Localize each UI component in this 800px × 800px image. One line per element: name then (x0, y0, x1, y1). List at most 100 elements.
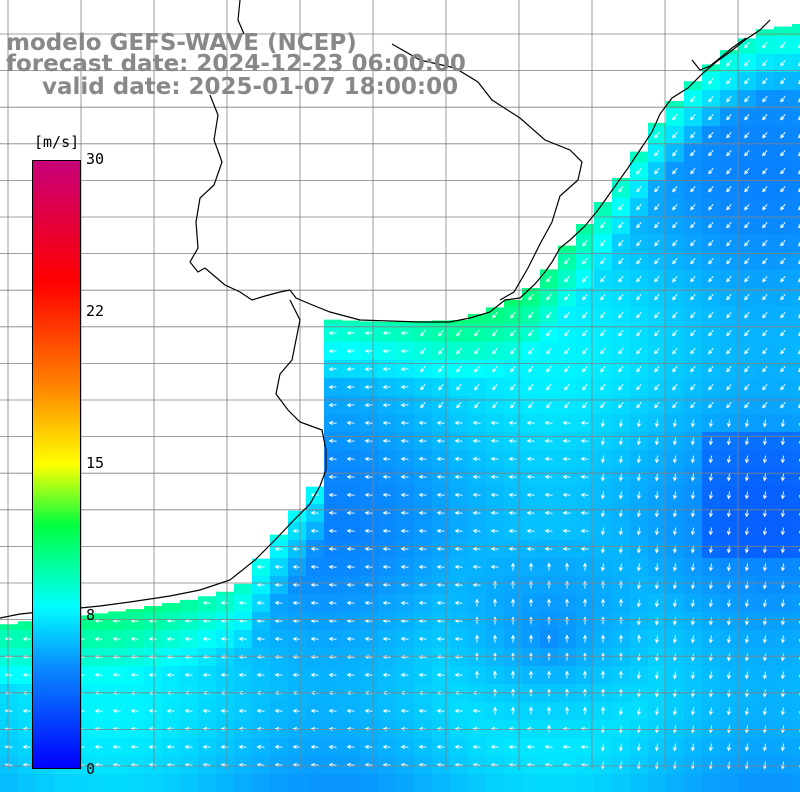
wind-arrow (672, 653, 677, 662)
wind-arrow (474, 652, 480, 661)
wind-arrow (654, 168, 660, 175)
wind-arrow (438, 402, 444, 409)
wind-arrow (418, 546, 427, 552)
wind-arrow (780, 707, 785, 716)
wind-arrow (726, 132, 732, 139)
wind-arrow (346, 528, 355, 534)
wind-arrow (690, 294, 696, 301)
wind-arrow (600, 455, 605, 464)
wind-arrow (636, 455, 641, 464)
wind-arrow (636, 168, 642, 175)
wind-arrow (418, 654, 427, 660)
wind-cell (648, 122, 666, 126)
wind-arrow (364, 564, 373, 570)
wind-arrow (780, 455, 785, 464)
wind-arrow (744, 204, 750, 211)
wind-arrow (690, 186, 696, 193)
wind-arrow (618, 240, 624, 247)
wind-arrow (130, 708, 139, 714)
wind-arrow (780, 330, 786, 337)
wind-arrow (328, 384, 337, 390)
wind-arrow (328, 366, 337, 372)
wind-cell (792, 24, 800, 36)
wind-arrow (328, 474, 337, 480)
wind-arrow (654, 437, 659, 446)
wind-arrow (382, 348, 391, 354)
wind-arrow (618, 473, 623, 482)
wind-arrow (600, 670, 606, 679)
wind-arrow (744, 78, 750, 85)
wind-arrow (780, 527, 785, 536)
wind-arrow (184, 744, 193, 750)
wind-arrow (726, 491, 731, 500)
wind-cell (594, 774, 612, 792)
wind-arrow (292, 600, 301, 606)
wind-arrow (744, 419, 749, 428)
wind-arrow (600, 330, 606, 337)
wind-arrow (780, 437, 785, 446)
wind-arrow (672, 204, 678, 211)
wind-arrow (400, 708, 409, 714)
wind-arrow (166, 654, 175, 660)
wind-cell (792, 486, 800, 504)
wind-arrow (726, 78, 732, 85)
wind-arrow (454, 654, 463, 660)
wind-arrow (544, 546, 553, 552)
wind-arrow (562, 510, 571, 516)
wind-arrow (472, 582, 481, 588)
wind-arrow (274, 636, 283, 642)
wind-arrow (400, 744, 409, 750)
wind-arrow (328, 654, 337, 660)
wind-arrow (618, 294, 624, 301)
wind-cell (792, 702, 800, 720)
wind-arrow (492, 402, 498, 409)
wind-arrow (238, 600, 247, 606)
wind-arrow (762, 276, 768, 283)
wind-arrow (454, 582, 463, 588)
wind-arrow (618, 634, 624, 643)
wind-arrow (418, 474, 427, 480)
wind-arrow (600, 437, 605, 446)
wind-arrow (744, 42, 750, 49)
wind-arrow (382, 366, 391, 372)
valid-date: valid date: 2025-01-07 18:00:00 (42, 74, 459, 100)
wind-cell (738, 774, 756, 792)
wind-arrow (526, 546, 535, 552)
wind-arrow (346, 564, 355, 570)
wind-arrow (510, 598, 516, 607)
wind-arrow (744, 473, 749, 482)
wind-arrow (400, 654, 409, 660)
wind-arrow (780, 258, 786, 265)
wind-arrow (564, 706, 570, 715)
wind-arrow (22, 672, 31, 678)
wind-arrow (672, 563, 677, 572)
wind-arrow (636, 563, 641, 572)
wind-arrow (600, 312, 606, 319)
wind-arrow (508, 744, 517, 750)
wind-arrow (636, 473, 641, 482)
wind-arrow (310, 672, 319, 678)
wind-arrow (364, 438, 373, 444)
wind-arrow (780, 294, 786, 301)
wind-arrow (600, 258, 606, 265)
wind-arrow (780, 491, 785, 500)
wind-arrow (654, 599, 659, 608)
wind-arrow (726, 330, 732, 337)
wind-arrow (400, 582, 409, 588)
wind-arrow (328, 456, 337, 462)
wind-arrow (544, 474, 553, 480)
wind-arrow (582, 258, 588, 265)
wind-arrow (472, 456, 481, 462)
wind-arrow (400, 420, 409, 426)
wind-arrow (672, 707, 677, 716)
wind-arrow (726, 671, 731, 680)
wind-arrow (672, 312, 678, 319)
wind-arrow (364, 402, 373, 408)
wind-arrow (654, 132, 660, 139)
wind-cell (414, 774, 432, 792)
wind-arrow (438, 348, 444, 355)
wind-cell (792, 468, 800, 486)
wind-arrow (274, 654, 283, 660)
wind-arrow (744, 402, 750, 409)
wind-arrow (744, 455, 749, 464)
